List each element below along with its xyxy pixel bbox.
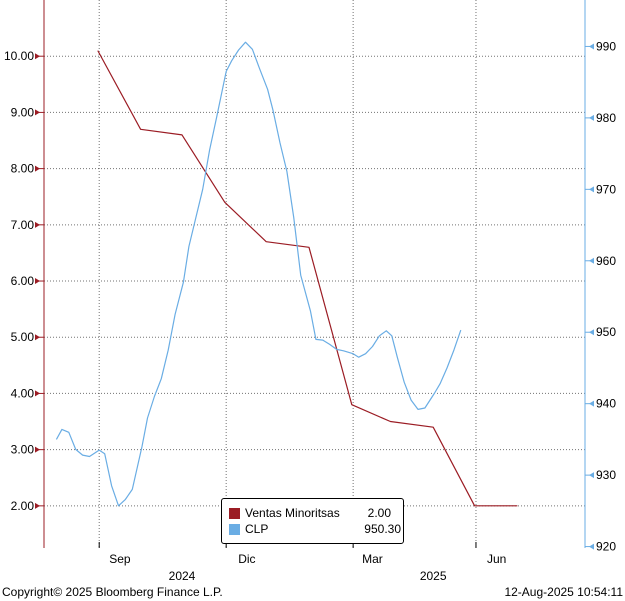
right-axis-tick-label: 980 [596,111,616,125]
left-axis-tick-marker [35,53,40,60]
x-axis-tick-label: Mar [362,552,383,566]
left-axis-tick-marker [35,278,40,285]
right-axis-tick-label: 940 [596,397,616,411]
x-axis-tick-label: Sep [109,552,131,566]
left-axis-tick-marker [35,165,40,172]
left-axis-tick-label: 7.00 [11,218,35,232]
right-axis-tick-label: 970 [596,182,616,196]
left-axis-tick-label: 8.00 [11,162,35,176]
right-axis-tick-marker [589,543,594,550]
left-axis-tick-label: 5.00 [11,330,35,344]
right-axis-tick-marker [589,186,594,193]
legend-entry-ventas: Ventas Minoritsas 2.00 [229,506,399,522]
footer-timestamp: 12-Aug-2025 10:54:11 [504,585,623,599]
legend-entry-clp: CLP 950.30 [229,522,401,538]
left-axis-tick-label: 4.00 [11,386,35,400]
left-axis-tick-marker [35,334,40,341]
right-axis-tick-marker [589,257,594,264]
x-axis-year-label: 2025 [420,569,447,583]
left-axis-tick-label: 2.00 [11,499,35,513]
left-axis-tick-marker [35,109,40,116]
right-axis-tick-marker [589,400,594,407]
left-axis-tick-marker [35,221,40,228]
left-axis-tick-label: 3.00 [11,443,35,457]
x-axis-year-label: 2024 [169,569,196,583]
series-line-ventas [97,50,518,507]
right-axis-tick-marker [589,114,594,121]
left-axis-tick-label: 9.00 [11,105,35,119]
right-axis-tick-label: 930 [596,468,616,482]
legend-name-clp: CLP [245,522,269,536]
left-axis-tick-marker [35,502,40,509]
right-axis-tick-marker [589,329,594,336]
right-axis-tick-marker [589,472,594,479]
legend-swatch-clp [229,524,240,535]
left-axis-tick-label: 10.00 [4,49,34,63]
right-axis-tick-label: 990 [596,39,616,53]
right-axis-tick-label: 950 [596,325,616,339]
x-axis-tick-label: Jun [487,552,506,566]
series-line-clp [55,41,462,507]
legend-name-ventas: Ventas Minoritsas [245,506,340,520]
left-axis-tick-label: 6.00 [11,274,35,288]
right-axis-tick-marker [589,43,594,50]
legend-value-ventas: 2.00 [367,506,391,520]
left-axis-tick-marker [35,446,40,453]
x-axis-tick-label: Dic [238,552,255,566]
right-axis-tick-label: 920 [596,540,616,554]
left-axis-tick-marker [35,390,40,397]
legend-value-clp: 950.30 [364,522,401,536]
chart-legend: Ventas Minoritsas 2.00 CLP 950.30 [221,498,404,544]
legend-swatch-ventas [229,508,240,519]
right-axis-tick-label: 960 [596,254,616,268]
footer-copyright: Copyright© 2025 Bloomberg Finance L.P. [2,585,223,599]
